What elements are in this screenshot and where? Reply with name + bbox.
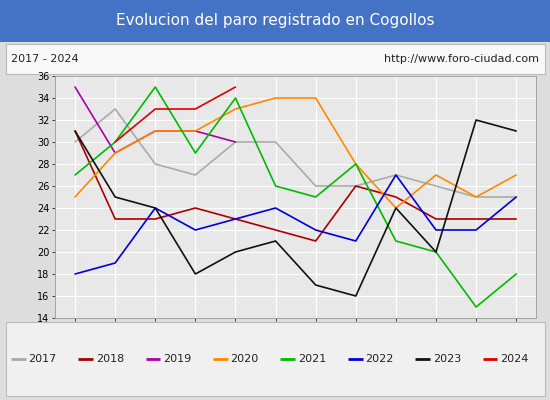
Text: 2024: 2024: [500, 354, 529, 364]
Text: Evolucion del paro registrado en Cogollos: Evolucion del paro registrado en Cogollo…: [116, 14, 435, 28]
Text: 2021: 2021: [298, 354, 326, 364]
Text: 2020: 2020: [230, 354, 259, 364]
Text: 2017: 2017: [29, 354, 57, 364]
Text: http://www.foro-ciudad.com: http://www.foro-ciudad.com: [384, 54, 539, 64]
Text: 2022: 2022: [365, 354, 394, 364]
Text: 2023: 2023: [433, 354, 461, 364]
Text: 2018: 2018: [96, 354, 124, 364]
Text: 2017 - 2024: 2017 - 2024: [11, 54, 79, 64]
Text: 2019: 2019: [163, 354, 191, 364]
